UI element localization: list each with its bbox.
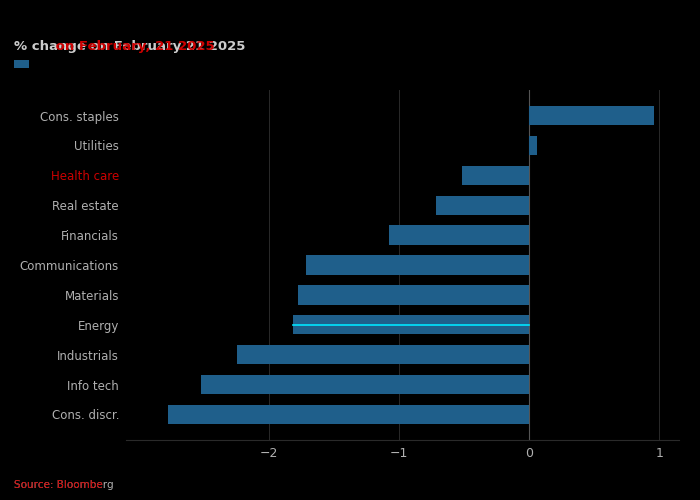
Text: Source: Bloombe: Source: Bloombe bbox=[14, 480, 103, 490]
Bar bbox=[306, 256, 529, 274]
Bar bbox=[529, 106, 655, 126]
Bar bbox=[293, 315, 529, 334]
Text: Source: Bloomberg: Source: Bloomberg bbox=[14, 480, 113, 490]
Bar bbox=[462, 166, 529, 185]
Bar bbox=[389, 226, 529, 245]
Bar bbox=[237, 345, 529, 364]
Text: on February, 21 2025: on February, 21 2025 bbox=[14, 40, 215, 53]
Bar bbox=[202, 375, 529, 394]
Bar bbox=[529, 136, 537, 155]
Text: % change on February 21 2025: % change on February 21 2025 bbox=[14, 40, 246, 53]
Bar bbox=[167, 404, 529, 424]
Bar bbox=[435, 196, 529, 215]
Bar bbox=[298, 285, 529, 304]
